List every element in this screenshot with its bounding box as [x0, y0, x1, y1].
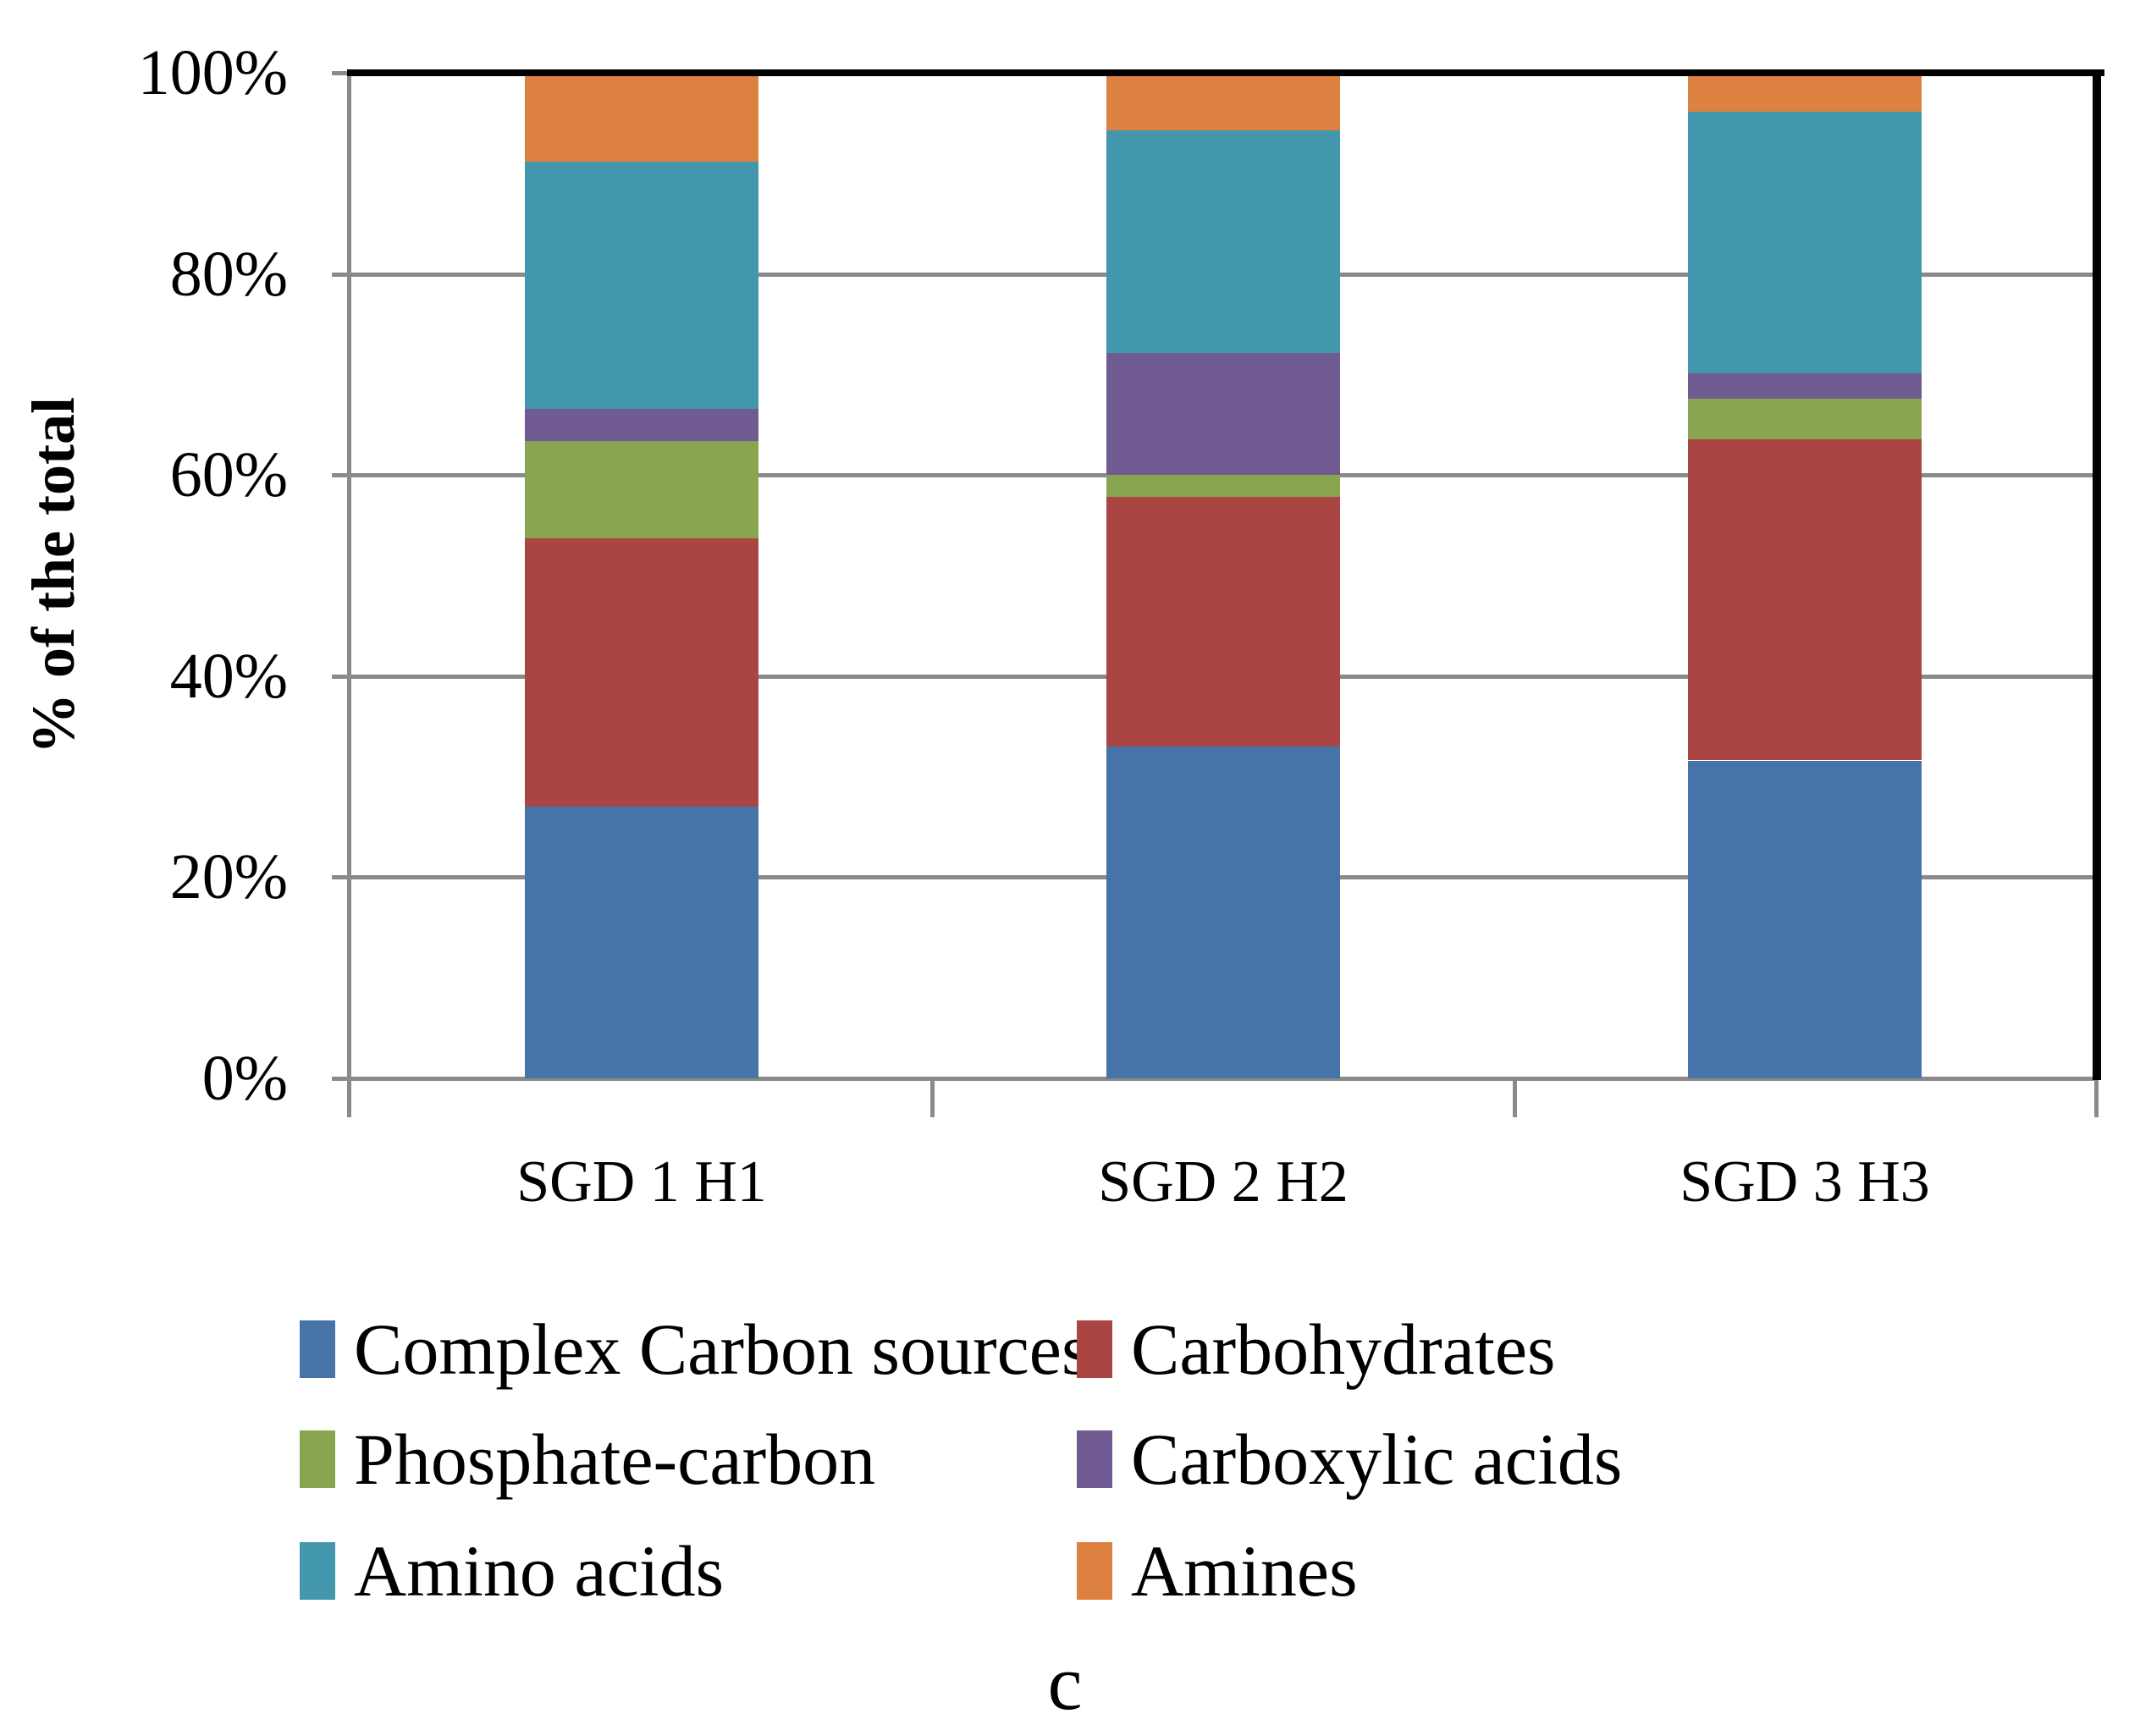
- legend-item-phosphate-carbon: Phosphate-carbon: [300, 1423, 875, 1496]
- legend-swatch-phosphate-carbon: [300, 1430, 335, 1488]
- y-axis-tick: [332, 675, 350, 679]
- y-axis-tick: [332, 71, 350, 75]
- x-category-label: SGD 1 H1: [516, 1149, 767, 1215]
- legend-label: Carbohydrates: [1131, 1309, 1556, 1390]
- bar-segment-amino-acids-sgd-2-h2: [1106, 130, 1340, 353]
- x-axis-tick: [1513, 1078, 1517, 1117]
- y-axis-tick: [332, 273, 350, 277]
- y-tick-label: 0%: [201, 1043, 288, 1114]
- legend-swatch-carboxylic-acids: [1077, 1430, 1112, 1488]
- legend-label: Phosphate-carbon: [354, 1419, 876, 1500]
- y-axis-tick: [332, 473, 350, 477]
- bar-segment-amino-acids-sgd-3-h3: [1688, 112, 1922, 373]
- bar-segment-carbohydrates-sgd-2-h2: [1106, 497, 1340, 747]
- bar-segment-complex-carbon-sources-sgd-1-h1: [525, 807, 758, 1078]
- legend-item-complex-carbon-sources: Complex Carbon sources: [300, 1313, 1089, 1386]
- bar-segment-carboxylic-acids-sgd-1-h1: [525, 409, 758, 441]
- bar-segment-phosphate-carbon-sgd-2-h2: [1106, 475, 1340, 497]
- x-axis-tick: [930, 1078, 935, 1117]
- legend-label: Carboxylic acids: [1131, 1419, 1623, 1500]
- y-tick-label: 60%: [169, 439, 288, 510]
- x-axis-line: [332, 1077, 2096, 1081]
- bar-segment-carboxylic-acids-sgd-2-h2: [1106, 352, 1340, 475]
- bar-segment-carbohydrates-sgd-3-h3: [1688, 438, 1922, 760]
- bar-segment-amines-sgd-1-h1: [525, 73, 758, 162]
- legend-swatch-amino-acids: [300, 1542, 335, 1600]
- y-tick-label: 20%: [169, 841, 288, 912]
- y-tick-label: 100%: [137, 37, 288, 108]
- legend-item-carboxylic-acids: Carboxylic acids: [1077, 1423, 1622, 1496]
- legend-label: Amines: [1131, 1530, 1358, 1612]
- legend-swatch-amines: [1077, 1542, 1112, 1600]
- bar-segment-amines-sgd-2-h2: [1106, 73, 1340, 130]
- bar-segment-phosphate-carbon-sgd-1-h1: [525, 441, 758, 538]
- legend-label: Complex Carbon sources: [354, 1309, 1090, 1390]
- bar-segment-carboxylic-acids-sgd-3-h3: [1688, 373, 1922, 399]
- y-tick-label: 40%: [169, 641, 288, 712]
- bar-segment-complex-carbon-sources-sgd-3-h3: [1688, 761, 1922, 1078]
- x-axis-tick: [2094, 1078, 2099, 1117]
- legend-item-amino-acids: Amino acids: [300, 1535, 724, 1607]
- legend-swatch-complex-carbon-sources: [300, 1320, 335, 1378]
- legend-label: Amino acids: [354, 1530, 725, 1612]
- bar-segment-complex-carbon-sources-sgd-2-h2: [1106, 747, 1340, 1078]
- y-axis-line: [347, 73, 351, 1117]
- x-category-label: SGD 3 H3: [1679, 1149, 1930, 1215]
- x-category-label: SGD 2 H2: [1098, 1149, 1349, 1215]
- y-tick-label: 80%: [169, 239, 288, 310]
- legend-swatch-carbohydrates: [1077, 1320, 1112, 1378]
- plot-right-border: [2093, 69, 2101, 1080]
- bar-segment-carbohydrates-sgd-1-h1: [525, 538, 758, 807]
- bar-segment-amines-sgd-3-h3: [1688, 73, 1922, 112]
- bar-segment-amino-acids-sgd-1-h1: [525, 162, 758, 409]
- plot-top-border: [347, 69, 2104, 76]
- bar-segment-phosphate-carbon-sgd-3-h3: [1688, 399, 1922, 439]
- y-axis-tick: [332, 875, 350, 879]
- figure-caption: c: [1047, 1640, 1083, 1726]
- legend-item-amines: Amines: [1077, 1535, 1358, 1607]
- legend-item-carbohydrates: Carbohydrates: [1077, 1313, 1556, 1386]
